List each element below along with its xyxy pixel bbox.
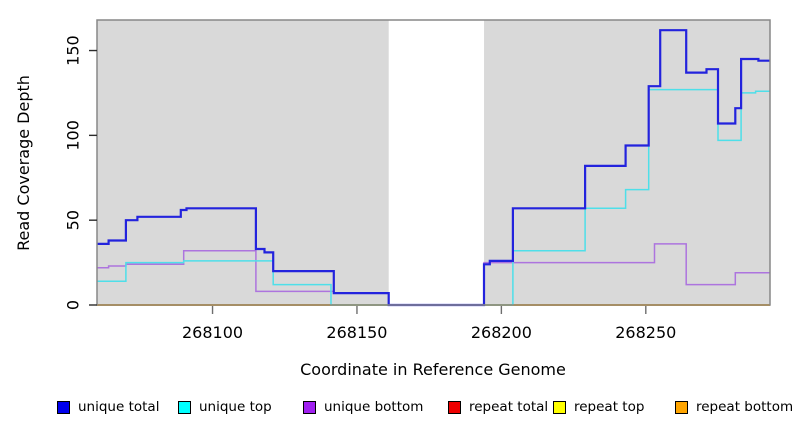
y-tick-label: 100 (64, 120, 83, 151)
x-tick-label: 268200 (471, 323, 532, 342)
x-axis-title: Coordinate in Reference Genome (300, 360, 566, 379)
plot-layer: 268100 268150 268200 268250 0 50 100 150 (64, 19, 771, 342)
plot-border (96, 19, 771, 306)
y-tick-label: 0 (64, 300, 83, 310)
series-unique-total (97, 29, 770, 307)
x-tick-label: 268100 (182, 323, 243, 342)
x-tick-label: 268250 (615, 323, 676, 342)
x-tick-label: 268150 (326, 323, 387, 342)
y-tick-label: 150 (64, 35, 83, 66)
y-axis-title: Read Coverage Depth (14, 75, 33, 251)
series-unique-top (97, 88, 770, 306)
no-data-band (388, 20, 485, 305)
y-tick-label: 50 (64, 210, 83, 230)
